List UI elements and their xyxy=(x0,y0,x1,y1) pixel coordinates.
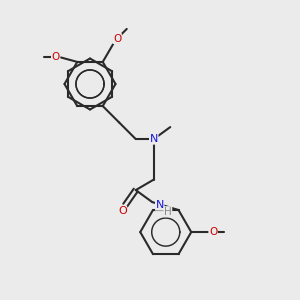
Text: O: O xyxy=(52,52,60,62)
Text: O: O xyxy=(113,34,121,44)
Text: H: H xyxy=(164,207,172,217)
Text: O: O xyxy=(118,206,127,216)
Text: N: N xyxy=(150,134,158,144)
Text: N: N xyxy=(156,200,164,210)
Text: O: O xyxy=(209,227,217,237)
